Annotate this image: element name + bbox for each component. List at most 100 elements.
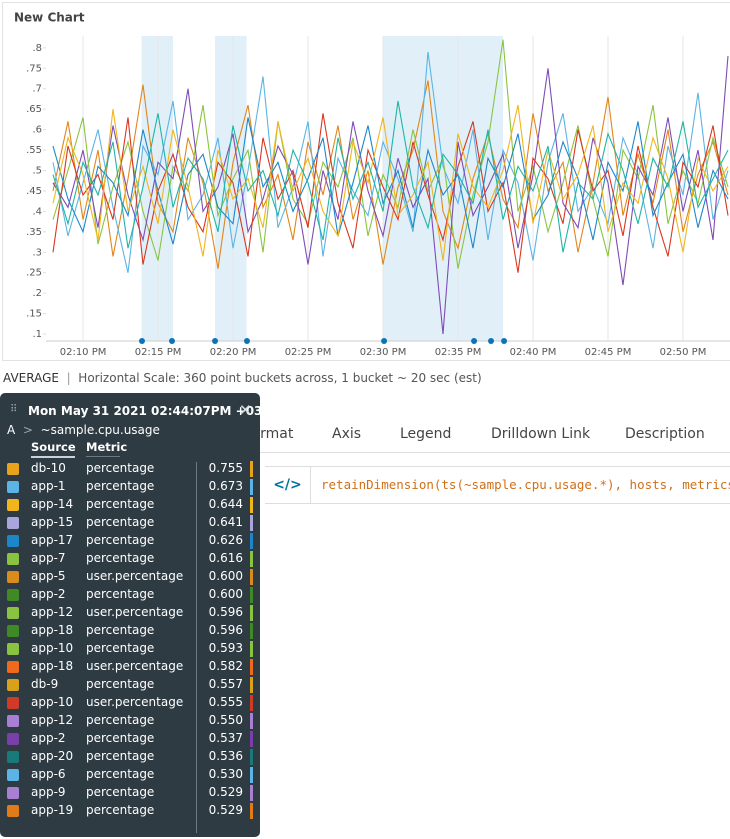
source: app-10 — [31, 695, 74, 709]
color-edge — [250, 785, 253, 801]
series-line — [52, 100, 729, 253]
metric: percentage — [86, 677, 155, 691]
source: app-17 — [31, 533, 74, 547]
source: app-19 — [31, 803, 74, 817]
value: 0.529 — [208, 803, 243, 817]
color-edge — [250, 641, 253, 657]
y-tick-label: .45 — [26, 186, 42, 197]
value: 0.616 — [208, 551, 243, 565]
sort-indicator — [31, 456, 75, 458]
metric: percentage — [86, 731, 155, 745]
swatch — [7, 517, 19, 529]
x-tick-label: 02:35 PM — [435, 347, 482, 358]
value: 0.550 — [208, 713, 243, 727]
swatch — [7, 805, 19, 817]
source: app-9 — [31, 785, 66, 799]
source: app-12 — [31, 605, 74, 619]
value: 0.593 — [208, 641, 243, 655]
series-group — [52, 39, 729, 335]
source: db-9 — [31, 677, 59, 691]
value: 0.596 — [208, 605, 243, 619]
y-tick-label: .15 — [26, 309, 42, 320]
metric: percentage — [86, 479, 155, 493]
metric: user.percentage — [86, 659, 184, 673]
swatch — [7, 679, 19, 691]
source: db-10 — [31, 461, 66, 475]
color-edge — [250, 731, 253, 747]
chart-card: New Chart 02:10 PM 02:15 PM 02:20 PM 02:25 … — [2, 2, 730, 361]
source: app-10 — [31, 641, 74, 655]
metric: percentage — [86, 497, 155, 511]
swatch — [7, 697, 19, 709]
color-edge — [250, 713, 253, 729]
source: app-15 — [31, 515, 74, 529]
value: 0.530 — [208, 767, 243, 781]
y-tick-label: .6 — [32, 125, 42, 136]
y-tick-label: .7 — [32, 84, 42, 95]
status-bar: AVERAGE | Horizontal Scale: 360 point bu… — [3, 371, 482, 385]
source: app-14 — [31, 497, 74, 511]
query-expression[interactable]: retainDimension(ts(~sample.cpu.usage.*),… — [321, 477, 730, 492]
value: 0.644 — [208, 497, 243, 511]
value: 0.596 — [208, 623, 243, 637]
series-line — [52, 117, 729, 249]
metric: percentage — [86, 767, 155, 781]
metric: percentage — [86, 587, 155, 601]
chart: New Chart 02:10 PM 02:15 PM 02:20 PM 02:25 … — [14, 11, 730, 358]
metric: percentage — [86, 533, 155, 547]
drag-handle[interactable]: ⠿ — [10, 404, 18, 415]
value: 0.673 — [208, 479, 243, 493]
event-marker — [212, 338, 219, 344]
swatch — [7, 571, 19, 583]
series-line — [52, 55, 729, 335]
value: 0.529 — [208, 785, 243, 799]
metric: user.percentage — [86, 695, 184, 709]
query-row: </> retainDimension(ts(~sample.cpu.usage… — [265, 466, 730, 504]
series-line — [52, 113, 729, 273]
swatch — [7, 661, 19, 673]
y-tick-label: .1 — [32, 329, 42, 340]
color-edge — [250, 497, 253, 513]
color-edge — [250, 659, 253, 675]
column-header[interactable]: Metric — [86, 440, 128, 454]
value: 0.537 — [208, 731, 243, 745]
value: 0.626 — [208, 533, 243, 547]
tab[interactable]: Drilldown Link — [491, 426, 591, 442]
x-tick-label: 02:45 PM — [585, 347, 632, 358]
color-edge — [250, 767, 253, 783]
chart-title: New Chart — [14, 11, 85, 25]
swatch — [7, 625, 19, 637]
source: app-18 — [31, 623, 74, 637]
tab[interactable]: Axis — [332, 426, 362, 442]
source: app-20 — [31, 749, 74, 763]
value: 0.557 — [208, 677, 243, 691]
swatch — [7, 733, 19, 745]
color-edge — [250, 587, 253, 603]
y-tick-label: .2 — [32, 288, 42, 299]
y-tick-label: .4 — [32, 206, 42, 217]
y-tick-label: .3 — [32, 247, 42, 258]
swatch — [7, 463, 19, 475]
x-tick-label: 02:20 PM — [210, 347, 257, 358]
source: app-7 — [31, 551, 66, 565]
event-marker — [471, 338, 478, 344]
swatch — [7, 715, 19, 727]
series-line — [52, 104, 729, 261]
y-tick-label: .65 — [26, 104, 42, 115]
metric: percentage — [86, 803, 155, 817]
tab[interactable]: Legend — [400, 426, 452, 442]
separator: | — [62, 371, 75, 385]
color-edge — [250, 551, 253, 567]
column-header[interactable]: Source — [31, 440, 76, 454]
summary: AVERAGE — [3, 371, 59, 385]
tab[interactable]: Description — [625, 426, 705, 442]
x-tick-label: 02:10 PM — [60, 347, 107, 358]
x-tick-label: 02:30 PM — [360, 347, 407, 358]
tooltip-query: A > ~sample.cpu.usage — [7, 423, 160, 437]
y-tick-label: .75 — [26, 63, 42, 74]
close-button[interactable]: ✕ — [239, 401, 252, 419]
swatch — [7, 589, 19, 601]
code-toggle[interactable]: </> — [265, 467, 311, 503]
metric: percentage — [86, 713, 155, 727]
